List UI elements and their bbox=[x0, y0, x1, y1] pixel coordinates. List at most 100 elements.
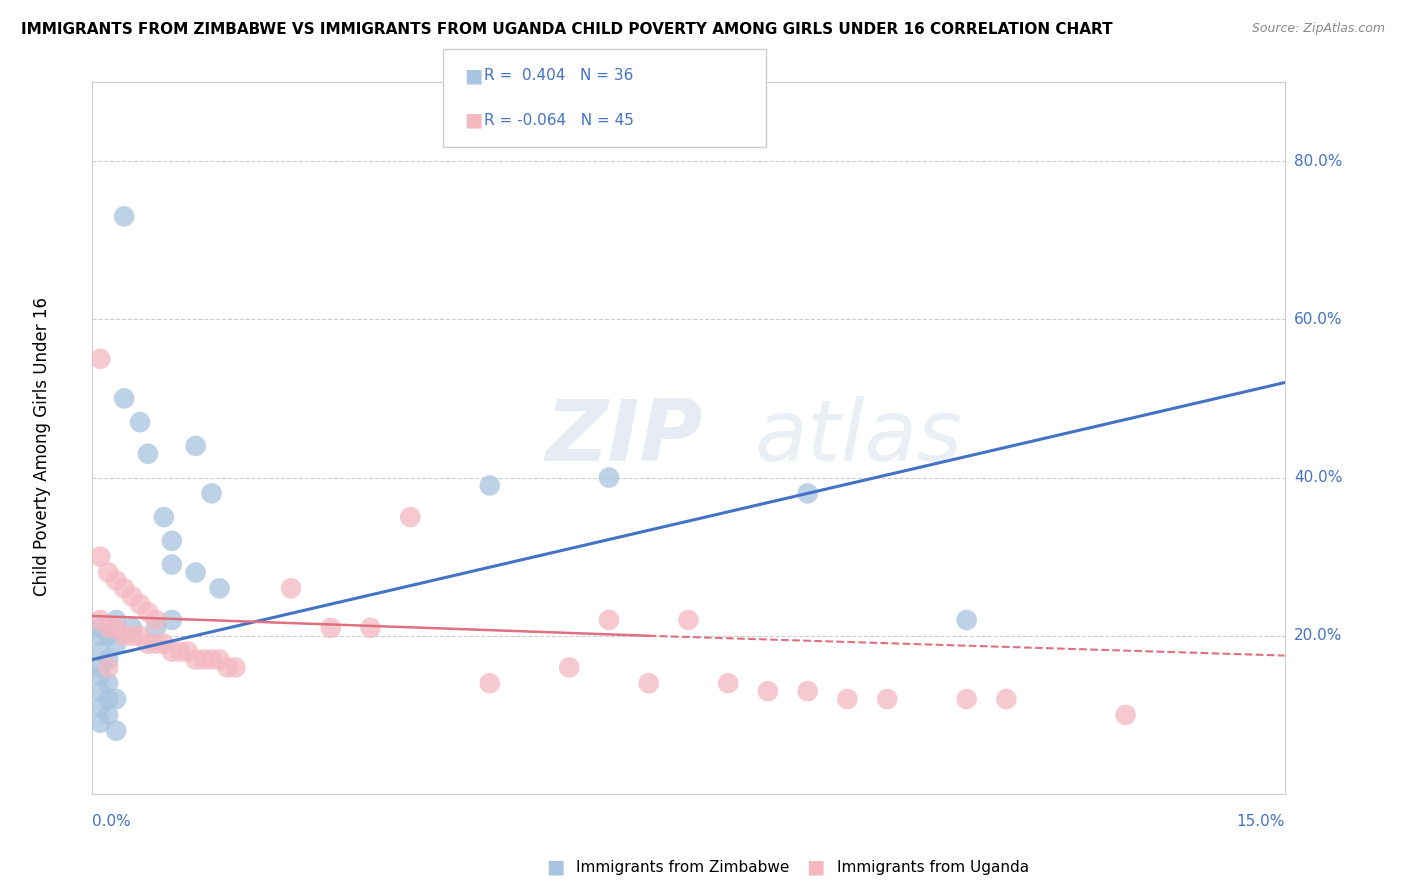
Point bbox=[97, 692, 120, 706]
Point bbox=[217, 660, 239, 674]
Point bbox=[160, 613, 183, 627]
Point bbox=[837, 692, 859, 706]
Point bbox=[129, 415, 152, 429]
Point bbox=[717, 676, 740, 690]
Text: ZIP: ZIP bbox=[546, 396, 703, 480]
Point bbox=[200, 486, 222, 500]
Text: ■: ■ bbox=[464, 66, 482, 86]
Point bbox=[105, 613, 128, 627]
Point bbox=[89, 715, 111, 730]
Point bbox=[184, 566, 207, 580]
Point bbox=[97, 621, 120, 635]
Text: ■: ■ bbox=[806, 857, 825, 877]
Text: ■: ■ bbox=[464, 111, 482, 130]
Point bbox=[208, 582, 231, 596]
Point bbox=[637, 676, 659, 690]
Point bbox=[1115, 707, 1137, 722]
Text: 60.0%: 60.0% bbox=[1294, 312, 1343, 326]
Text: R = -0.064   N = 45: R = -0.064 N = 45 bbox=[484, 113, 634, 128]
Point bbox=[89, 351, 111, 366]
Point bbox=[121, 629, 143, 643]
Point bbox=[319, 621, 342, 635]
Point bbox=[89, 660, 111, 674]
Text: 20.0%: 20.0% bbox=[1294, 628, 1343, 643]
Text: 40.0%: 40.0% bbox=[1294, 470, 1343, 485]
Point bbox=[876, 692, 898, 706]
Point bbox=[598, 613, 620, 627]
Point bbox=[280, 582, 302, 596]
Point bbox=[224, 660, 246, 674]
Point bbox=[89, 700, 111, 714]
Point bbox=[89, 549, 111, 564]
Text: IMMIGRANTS FROM ZIMBABWE VS IMMIGRANTS FROM UGANDA CHILD POVERTY AMONG GIRLS UND: IMMIGRANTS FROM ZIMBABWE VS IMMIGRANTS F… bbox=[21, 22, 1112, 37]
Point bbox=[598, 470, 620, 484]
Point bbox=[756, 684, 779, 698]
Point bbox=[105, 621, 128, 635]
Point bbox=[678, 613, 700, 627]
Text: Immigrants from Zimbabwe: Immigrants from Zimbabwe bbox=[576, 860, 790, 874]
Text: R =  0.404   N = 36: R = 0.404 N = 36 bbox=[484, 69, 633, 83]
Text: 0.0%: 0.0% bbox=[93, 814, 131, 829]
Point bbox=[995, 692, 1018, 706]
Point bbox=[956, 613, 979, 627]
Text: atlas: atlas bbox=[754, 396, 962, 480]
Point bbox=[184, 439, 207, 453]
Point bbox=[97, 676, 120, 690]
Point bbox=[136, 637, 159, 651]
Point bbox=[89, 644, 111, 658]
Text: Immigrants from Uganda: Immigrants from Uganda bbox=[837, 860, 1029, 874]
Point bbox=[112, 210, 135, 224]
Point bbox=[200, 652, 222, 666]
Point bbox=[169, 644, 191, 658]
Point bbox=[558, 660, 581, 674]
Point bbox=[129, 597, 152, 611]
Point bbox=[105, 574, 128, 588]
Point bbox=[145, 637, 167, 651]
Point bbox=[153, 510, 176, 524]
Point bbox=[399, 510, 422, 524]
Point bbox=[89, 621, 111, 635]
Point bbox=[160, 558, 183, 572]
Point bbox=[97, 652, 120, 666]
Point bbox=[105, 723, 128, 738]
Point bbox=[97, 660, 120, 674]
Point bbox=[145, 613, 167, 627]
Point bbox=[145, 621, 167, 635]
Point bbox=[153, 637, 176, 651]
Point bbox=[121, 589, 143, 603]
Point bbox=[193, 652, 215, 666]
Point bbox=[89, 668, 111, 682]
Point bbox=[796, 684, 818, 698]
Point bbox=[177, 644, 200, 658]
Text: 15.0%: 15.0% bbox=[1236, 814, 1285, 829]
Point bbox=[112, 392, 135, 406]
Point bbox=[97, 629, 120, 643]
Point bbox=[105, 637, 128, 651]
Point bbox=[136, 605, 159, 619]
Point bbox=[160, 533, 183, 548]
Point bbox=[112, 582, 135, 596]
Point bbox=[89, 629, 111, 643]
Text: ■: ■ bbox=[546, 857, 565, 877]
Point bbox=[97, 566, 120, 580]
Point bbox=[360, 621, 382, 635]
Point bbox=[89, 684, 111, 698]
Point bbox=[112, 629, 135, 643]
Text: 80.0%: 80.0% bbox=[1294, 153, 1343, 169]
Text: Source: ZipAtlas.com: Source: ZipAtlas.com bbox=[1251, 22, 1385, 36]
Point bbox=[121, 621, 143, 635]
Point bbox=[478, 478, 501, 492]
Point bbox=[136, 447, 159, 461]
Point bbox=[956, 692, 979, 706]
Point bbox=[97, 621, 120, 635]
Point bbox=[97, 707, 120, 722]
Point bbox=[184, 652, 207, 666]
Point bbox=[129, 629, 152, 643]
Point bbox=[160, 644, 183, 658]
Point bbox=[478, 676, 501, 690]
Point bbox=[796, 486, 818, 500]
Point bbox=[105, 692, 128, 706]
Text: Child Poverty Among Girls Under 16: Child Poverty Among Girls Under 16 bbox=[34, 296, 51, 596]
Point bbox=[89, 613, 111, 627]
Point bbox=[208, 652, 231, 666]
